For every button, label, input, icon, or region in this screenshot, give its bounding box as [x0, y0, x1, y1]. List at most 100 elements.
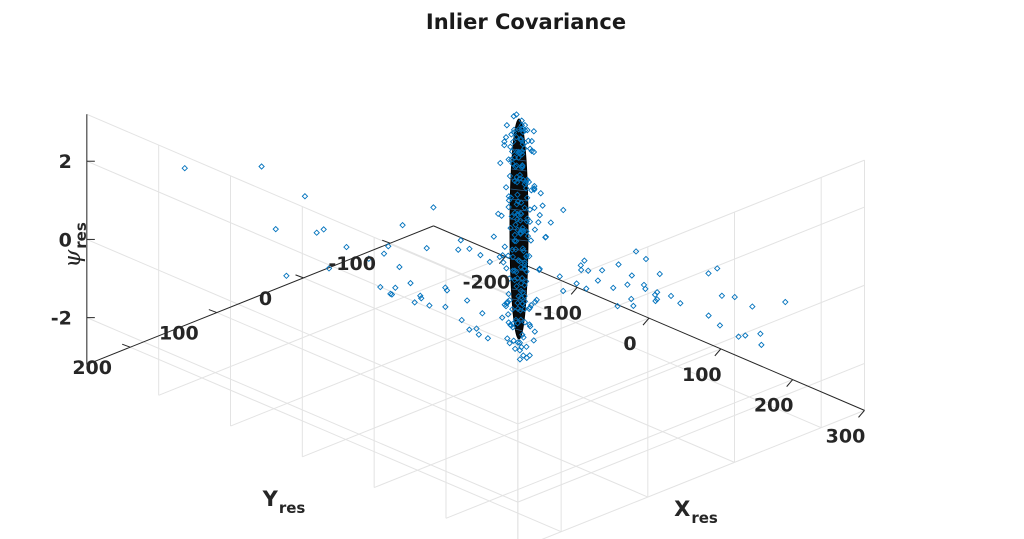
x-tick-mark — [786, 379, 794, 387]
data-point — [523, 176, 531, 184]
data-point — [509, 160, 516, 167]
data-point — [519, 224, 526, 231]
data-point — [377, 283, 384, 291]
z-tick-label: 2 — [59, 151, 72, 173]
data-point — [517, 230, 524, 238]
data-point — [513, 201, 521, 208]
data-point — [530, 148, 538, 156]
data-point — [423, 244, 430, 252]
data-point — [396, 263, 403, 271]
data-point — [535, 219, 542, 226]
grid-line-backwall-z — [86, 317, 519, 503]
data-point — [509, 320, 517, 328]
data-point — [475, 331, 483, 338]
data-point — [518, 122, 526, 129]
data-point — [511, 231, 519, 239]
grid-line-floor-x — [373, 348, 722, 489]
data-point — [519, 162, 526, 170]
data-point — [525, 305, 533, 313]
data-point — [497, 159, 504, 167]
data-point — [388, 291, 396, 298]
data-point — [507, 224, 514, 232]
data-point — [584, 267, 592, 274]
x-tick-label: -100 — [534, 302, 582, 324]
data-point — [530, 186, 538, 193]
data-point — [503, 265, 510, 272]
data-point — [504, 335, 511, 342]
data-point — [522, 184, 530, 192]
data-point — [749, 303, 756, 310]
axes — [86, 114, 865, 418]
data-point — [521, 305, 528, 313]
data-point — [519, 128, 527, 136]
data-point — [385, 243, 392, 250]
data-point — [515, 126, 522, 133]
x-tick-label: 0 — [623, 333, 636, 355]
data-point — [757, 330, 764, 338]
data-point — [522, 278, 530, 285]
data-point — [458, 316, 465, 324]
data-point — [365, 255, 373, 263]
data-point — [514, 210, 521, 218]
data-point — [490, 233, 498, 240]
data-point — [527, 237, 535, 244]
data-point — [512, 268, 520, 276]
data-point — [560, 206, 567, 214]
data-point — [380, 250, 388, 257]
data-point — [642, 285, 649, 293]
data-point — [577, 266, 585, 274]
data-point — [528, 137, 536, 145]
data-point — [510, 337, 517, 344]
data-point — [343, 243, 350, 251]
data-point — [463, 297, 471, 304]
box-edge — [517, 159, 865, 300]
data-point — [510, 112, 517, 120]
data-point — [523, 228, 530, 235]
data-point — [514, 339, 522, 346]
data-point — [494, 210, 502, 218]
chart-title: Inlier Covariance — [426, 10, 626, 34]
data-point — [536, 265, 543, 273]
data-point — [731, 293, 738, 301]
data-point — [418, 295, 425, 302]
grid-line-floor-y — [129, 346, 562, 533]
grid-line-sidewall-z — [517, 362, 865, 503]
x-tick-label: -200 — [463, 272, 511, 294]
data-point — [457, 237, 465, 244]
data-point — [507, 194, 515, 201]
x-tick-mark — [570, 287, 578, 295]
data-point — [519, 289, 527, 296]
data-point — [526, 206, 534, 213]
y-tick-mark — [382, 239, 391, 244]
data-point — [504, 311, 512, 318]
data-point — [512, 237, 520, 245]
data-point — [484, 335, 492, 342]
tick-labels: -200 -100 0 100 200 300 -100 0 100 200 -2 0 2 — [51, 151, 866, 447]
data-point — [523, 252, 530, 260]
data-point — [407, 279, 414, 287]
data-point — [742, 332, 749, 339]
data-point — [505, 203, 512, 211]
data-point — [524, 126, 531, 134]
data-point — [583, 285, 590, 292]
data-point — [516, 175, 524, 182]
data-point — [524, 215, 531, 222]
data-point — [502, 134, 510, 141]
data-point — [513, 148, 521, 156]
data-point — [320, 226, 327, 233]
data-point — [509, 138, 517, 146]
data-point — [514, 257, 522, 264]
y-tick-mark — [295, 274, 304, 279]
data-point — [500, 259, 507, 266]
grid-line-backwall-z — [86, 238, 519, 425]
data-point — [504, 252, 512, 259]
data-point — [486, 258, 494, 266]
z-axis-label: ψres — [60, 222, 90, 268]
data-point — [514, 299, 521, 307]
data-point — [615, 261, 622, 268]
data-point — [498, 314, 506, 321]
data-point — [520, 352, 527, 359]
x-tick-mark — [858, 410, 865, 418]
data-point — [528, 147, 535, 155]
data-point — [509, 246, 516, 254]
